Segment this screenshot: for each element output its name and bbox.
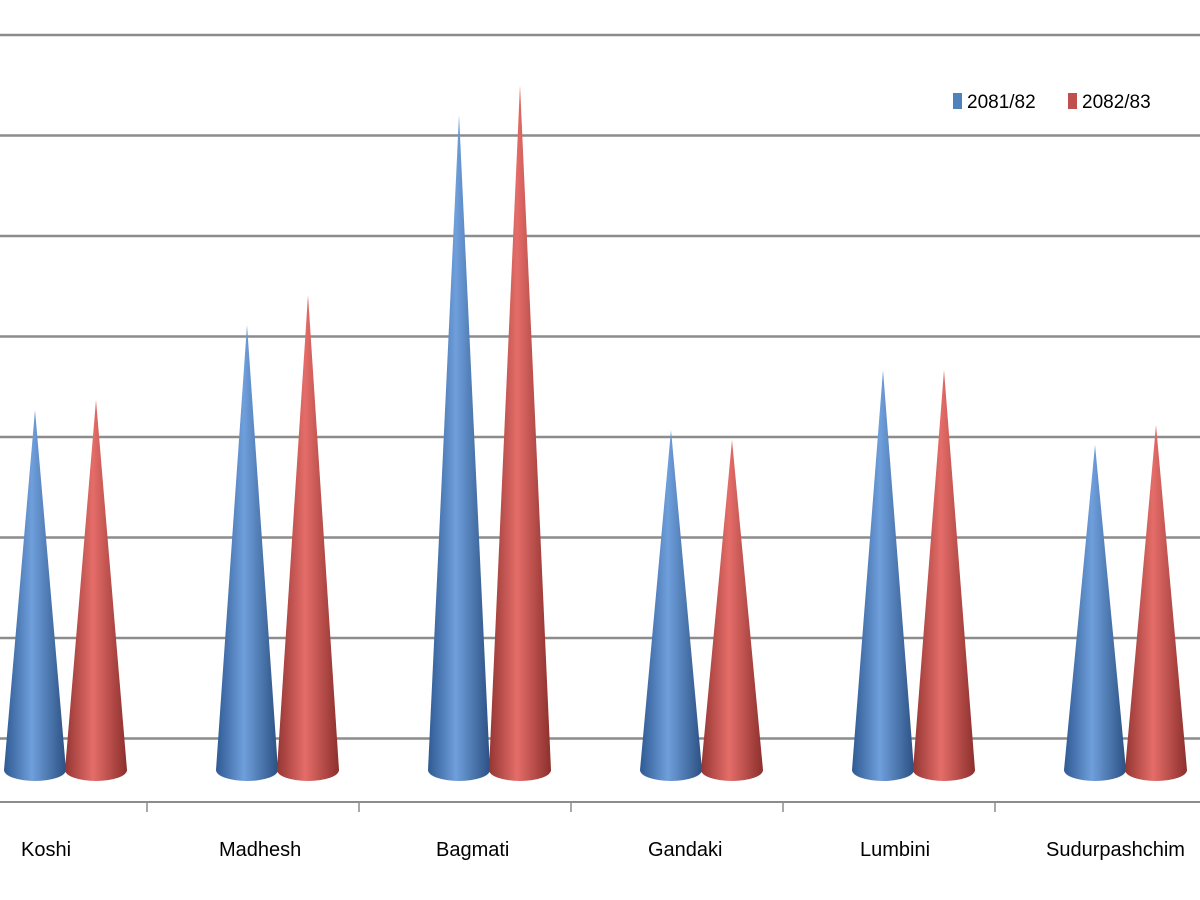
cone-lumbini-s0	[852, 370, 914, 781]
legend-label-2082-83: 2082/83	[1082, 92, 1151, 113]
cone-koshi-s1	[65, 400, 127, 781]
legend: 2081/82 2082/83	[953, 92, 1151, 113]
cone-sudurpashchim-s0	[1064, 445, 1126, 781]
category-label-madhesh: Madhesh	[219, 839, 301, 861]
cone-body	[489, 85, 551, 781]
cone-madhesh-s0	[216, 325, 278, 781]
cone-koshi-s0	[4, 410, 66, 781]
cone-gandaki-s0	[640, 430, 702, 781]
legend-swatch-2082-83	[1068, 93, 1077, 109]
cone-body	[216, 325, 278, 781]
cone-body	[65, 400, 127, 781]
category-label-koshi: Koshi	[21, 839, 71, 861]
category-label-bagmati: Bagmati	[436, 839, 509, 861]
cone-body	[852, 370, 914, 781]
legend-label-2081-82: 2081/82	[967, 92, 1036, 113]
category-labels: Koshi Madhesh Bagmati Gandaki Lumbini Sudurpa…	[21, 839, 1185, 861]
cone-body	[913, 370, 975, 781]
cone-bagmati-s1	[489, 85, 551, 781]
cone-madhesh-s1	[277, 295, 339, 781]
cone-sudurpashchim-s1	[1125, 425, 1187, 781]
cone-body	[428, 115, 490, 781]
cone-lumbini-s1	[913, 370, 975, 781]
category-label-sudurpashchim: Sudurpashchim	[1046, 839, 1185, 861]
cone-body	[1125, 425, 1187, 781]
x-axis	[0, 801, 1200, 812]
gridlines	[0, 33, 1200, 740]
category-label-gandaki: Gandaki	[648, 839, 723, 861]
category-label-lumbini: Lumbini	[860, 839, 930, 861]
cone-gandaki-s1	[701, 440, 763, 781]
legend-swatch-2081-82	[953, 93, 962, 109]
cone-body	[640, 430, 702, 781]
cone-bagmati-s0	[428, 115, 490, 781]
cone-body	[4, 410, 66, 781]
cone-body	[277, 295, 339, 781]
cone-body	[1064, 445, 1126, 781]
cone-series	[4, 85, 1187, 781]
cone-body	[701, 440, 763, 781]
